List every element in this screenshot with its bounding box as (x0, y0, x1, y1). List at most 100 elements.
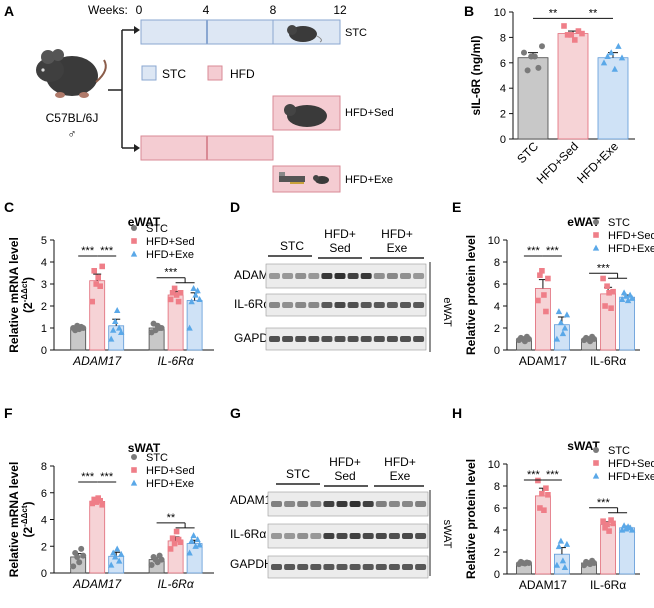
mouse-icon (36, 49, 107, 98)
chart-c-point (173, 292, 180, 298)
blot-band (271, 501, 282, 507)
mouse-icon (287, 25, 322, 43)
blot-band (375, 533, 387, 539)
chart-f-point (177, 539, 184, 546)
chart-c-point (169, 290, 176, 296)
chart-c-point (93, 281, 99, 287)
blot-band (402, 533, 413, 539)
legend-stc-label: STC (162, 67, 186, 81)
week-tick-12: 12 (333, 3, 347, 17)
chart-f-point (114, 545, 121, 552)
blot-g-title-stc: STC (286, 467, 310, 481)
chart-b-point (568, 32, 574, 38)
blot-band (297, 501, 309, 507)
blot-band (336, 533, 348, 539)
chart-c-legend-label: HFD+Sed (146, 236, 195, 248)
chart-f-legend-label: STC (146, 452, 168, 464)
chart-c-y-tick-label: 2 (41, 301, 47, 313)
blot-d-bands (265, 263, 427, 351)
chart-c-y-tick-label: 0 (41, 345, 47, 357)
chart-e-point (545, 275, 551, 282)
blot-band (334, 273, 346, 279)
blot-d-tissue-label: eWAT (441, 297, 453, 327)
chart-h-point (537, 505, 543, 511)
chart-b-point (572, 37, 578, 43)
blot-band (413, 302, 425, 308)
chart-e-point (557, 319, 565, 326)
chart-c-y-tick-label: 3 (41, 279, 47, 291)
chart-h-point (553, 561, 561, 568)
chart-h-x-tick-label: ADAM17 (519, 578, 567, 592)
chart-h-y-tick-label: 0 (494, 569, 500, 581)
blot-band (386, 302, 398, 308)
panel-letter-h: H (452, 405, 462, 421)
chart-e-point (555, 308, 563, 315)
blot-band (334, 302, 346, 308)
chart-e-legend-label: HFD+Sed (608, 230, 654, 242)
chart-e-y-tick-label: 8 (494, 257, 500, 269)
blot-band (347, 302, 359, 308)
blot-band (334, 336, 346, 342)
mouse-strain-label: C57BL/6J (46, 111, 99, 125)
chart-f-x-tick-label: IL-6Rα (158, 577, 195, 591)
blot-band (375, 564, 387, 570)
chart-e-y-label: Relative protein level (464, 235, 478, 355)
chart-f-sig-label: *** (100, 471, 114, 483)
chart-c-legend-label: HFD+Exe (146, 249, 194, 261)
chart-h-point (557, 537, 565, 544)
blot-g-row-gapdh: GAPDH (230, 557, 273, 571)
blot-strip (265, 327, 427, 351)
chart-b-y-tick-label: 8 (500, 32, 506, 44)
chart-c-point (194, 287, 201, 294)
chart-c-legend-label: STC (146, 223, 168, 235)
blot-band (284, 564, 296, 570)
blot-band (386, 273, 398, 279)
chart-c-point (99, 263, 105, 270)
chart-b-point (579, 30, 585, 37)
chart-f-legend-marker (131, 467, 137, 473)
chart-c-point (186, 324, 193, 331)
chart-b-point (539, 43, 545, 50)
blot-band (269, 336, 280, 342)
chart-b-sig-label: ** (549, 7, 558, 19)
chart-f-legend-label: HFD+Sed (146, 465, 195, 477)
chart-c-legend-marker (131, 225, 137, 231)
chart-e-y-tick-label: 0 (494, 345, 500, 357)
chart-f-y-tick-label: 8 (41, 461, 47, 473)
chart-c-x-tick-label: IL-6Rα (158, 354, 195, 368)
chart-b-y-tick-label: 6 (500, 58, 506, 70)
chart-e-point (600, 275, 606, 282)
chart-f-point (74, 553, 81, 560)
chart-h-point (600, 518, 606, 524)
chart-e-bar (619, 296, 635, 351)
chart-f-sig-label: ** (167, 512, 176, 524)
chart-c-point (188, 298, 195, 305)
blot-band (415, 501, 427, 507)
chart-h-point (545, 492, 551, 498)
chart-f-point (112, 553, 119, 560)
chart-h-point (602, 525, 608, 531)
chart-f-y-label-unit: (2-ΔΔct) (20, 502, 35, 538)
chart-b-y-tick-label: 4 (500, 83, 506, 95)
blot-band (321, 273, 333, 279)
blot-band (295, 336, 307, 342)
blot-g-title-exe-2: Exe (390, 469, 411, 483)
chart-h-point (559, 557, 567, 564)
chart-c-point (80, 325, 87, 331)
chart-h-legend-label: HFD+Sed (608, 458, 654, 470)
mouse-sex-symbol: ♂ (68, 127, 77, 141)
chart-b-x-tick-label: STC (514, 139, 541, 166)
chart-b-x-tick-label: HFD+Exe (574, 139, 621, 186)
chart-f-point (186, 549, 193, 556)
chart-f-point (118, 550, 125, 557)
chart-c-y-tick-label: 5 (41, 235, 47, 247)
chart-c-point (190, 285, 197, 291)
chart-h-sig-label: *** (546, 469, 560, 481)
chart-e-legend-label: STC (608, 217, 630, 229)
chart-e-sig-label: *** (597, 262, 611, 274)
blot-band (360, 302, 372, 308)
chart-b-point (604, 53, 611, 60)
blot-band (362, 533, 374, 539)
chart-f-point (93, 499, 99, 505)
